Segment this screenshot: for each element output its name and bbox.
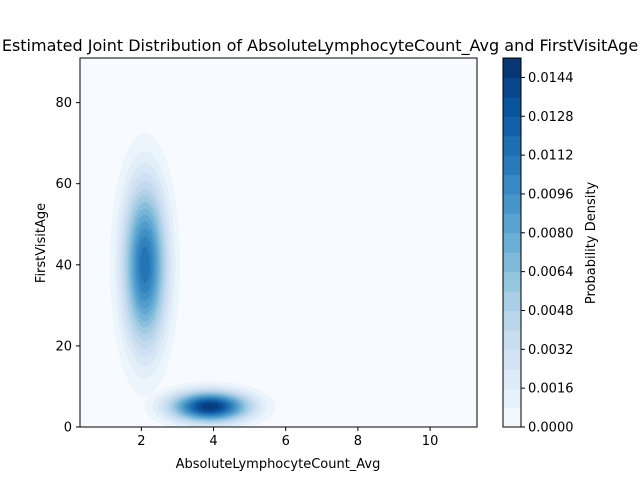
y-tick-label: 40: [55, 258, 72, 273]
colorbar-tick-label: 0.0000: [528, 421, 574, 436]
colorbar-tick-label: 0.0112: [528, 149, 574, 164]
colorbar-tick-label: 0.0032: [528, 343, 574, 358]
density-component: [109, 133, 181, 397]
colorbar-band: [503, 135, 521, 156]
colorbar-band: [503, 310, 521, 331]
colorbar-band: [503, 252, 521, 273]
colorbar-band: [503, 155, 521, 176]
contour-band: [140, 246, 150, 284]
colorbar-band: [503, 213, 521, 234]
y-tick-label: 0: [64, 421, 72, 436]
colorbar-band: [503, 368, 521, 389]
colorbar-tick-label: 0.0144: [528, 71, 574, 86]
colorbar-bands: [503, 58, 521, 428]
plot-area: [79, 57, 478, 428]
density-contours: [109, 133, 276, 427]
contour-band: [201, 403, 219, 411]
chart-title: Estimated Joint Distribution of Absolute…: [2, 36, 638, 56]
colorbar-band: [503, 329, 521, 350]
colorbar-band: [503, 96, 521, 117]
colorbar-frame: [502, 57, 522, 428]
colorbar-tick-label: 0.0064: [528, 265, 574, 280]
colorbar-band: [503, 58, 521, 79]
y-axis-label: FirstVisitAge: [34, 203, 49, 283]
colorbar-band: [503, 388, 521, 409]
colorbar: 0.0000 0.0016 0.0032 0.0048 0.0064 0.0080 0.00…: [502, 57, 599, 436]
plot-frame: [79, 57, 478, 428]
x-tick-label: 8: [354, 434, 362, 449]
colorbar-ticks: 0.0000 0.0016 0.0032 0.0048 0.0064 0.0080 0.00…: [521, 71, 574, 436]
x-tick-label: 4: [209, 434, 217, 449]
colorbar-tick-label: 0.0080: [528, 226, 574, 241]
colorbar-band: [503, 116, 521, 137]
y-axis: 0 20 40 60 80: [55, 96, 80, 436]
colorbar-band: [503, 174, 521, 195]
colorbar-band: [503, 407, 521, 428]
colorbar-tick-label: 0.0048: [528, 304, 574, 319]
x-axis: 2 4 6 8 10: [137, 427, 438, 449]
y-tick-label: 80: [55, 96, 72, 111]
colorbar-tick-label: 0.0128: [528, 110, 574, 125]
x-tick-label: 10: [422, 434, 439, 449]
colorbar-tick-label: 0.0096: [528, 187, 574, 202]
colorbar-band: [503, 291, 521, 312]
colorbar-label: Probability Density: [584, 182, 599, 305]
colorbar-tick-label: 0.0016: [528, 382, 574, 397]
colorbar-band: [503, 271, 521, 292]
x-axis-label: AbsoluteLymphocyteCount_Avg: [176, 457, 381, 472]
density-component: [144, 381, 276, 427]
colorbar-band: [503, 77, 521, 98]
colorbar-band: [503, 232, 521, 253]
colorbar-band: [503, 349, 521, 370]
x-tick-label: 2: [137, 434, 145, 449]
y-tick-label: 60: [55, 177, 72, 192]
colorbar-band: [503, 193, 521, 214]
y-tick-label: 20: [55, 339, 72, 354]
x-tick-label: 6: [282, 434, 290, 449]
